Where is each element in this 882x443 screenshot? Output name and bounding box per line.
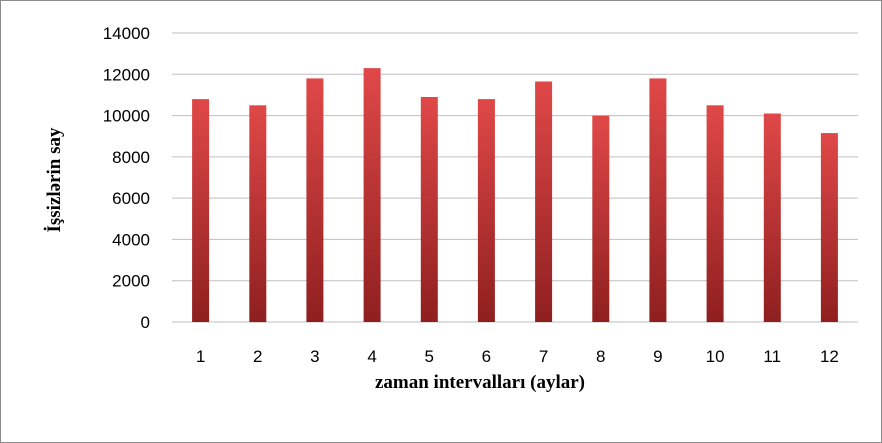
x-tick-label: 2: [253, 347, 262, 366]
y-tick-label: 8000: [112, 148, 150, 167]
y-tick-label: 14000: [103, 24, 150, 43]
y-tick-label: 10000: [103, 107, 150, 126]
y-tick-label: 4000: [112, 230, 150, 249]
x-tick-label: 1: [196, 347, 205, 366]
x-tick-label: 11: [763, 347, 781, 366]
x-tick-label: 4: [367, 347, 376, 366]
bar-11: [763, 113, 781, 322]
bar-8: [592, 115, 610, 322]
y-tick-label: 12000: [103, 65, 150, 84]
bar-12: [820, 133, 838, 322]
x-tick-label: 5: [425, 347, 434, 366]
x-tick-label: 9: [653, 347, 662, 366]
bars: [192, 68, 838, 323]
bar-5: [420, 97, 438, 322]
x-axis-title: zaman intervalları (aylar): [375, 372, 585, 393]
bar-9: [649, 78, 667, 323]
x-tick-label: 7: [539, 347, 548, 366]
x-tick-label: 3: [310, 347, 319, 366]
bar-1: [192, 99, 210, 322]
bar-6: [477, 99, 495, 322]
bar-2: [249, 105, 267, 323]
y-axis-title: İşsizlərin say: [44, 127, 65, 233]
bar-4: [363, 68, 381, 322]
y-tick-label: 2000: [112, 272, 150, 291]
bar-3: [306, 78, 324, 323]
y-tick-label: 6000: [112, 189, 150, 208]
x-tick-label: 12: [820, 347, 839, 366]
y-tick-label: 0: [141, 313, 150, 332]
bar-7: [535, 81, 553, 322]
x-tick-labels: 1 2 3 4 5 6 7 8 9 10 11 12: [196, 347, 839, 366]
gridlines: [172, 32, 858, 323]
y-tick-labels: 0 2000 4000 6000 8000 10000 12000 14000: [103, 24, 150, 332]
x-tick-label: 6: [482, 347, 491, 366]
x-tick-label: 8: [596, 347, 605, 366]
bar-10: [706, 105, 724, 323]
x-tick-label: 10: [706, 347, 725, 366]
